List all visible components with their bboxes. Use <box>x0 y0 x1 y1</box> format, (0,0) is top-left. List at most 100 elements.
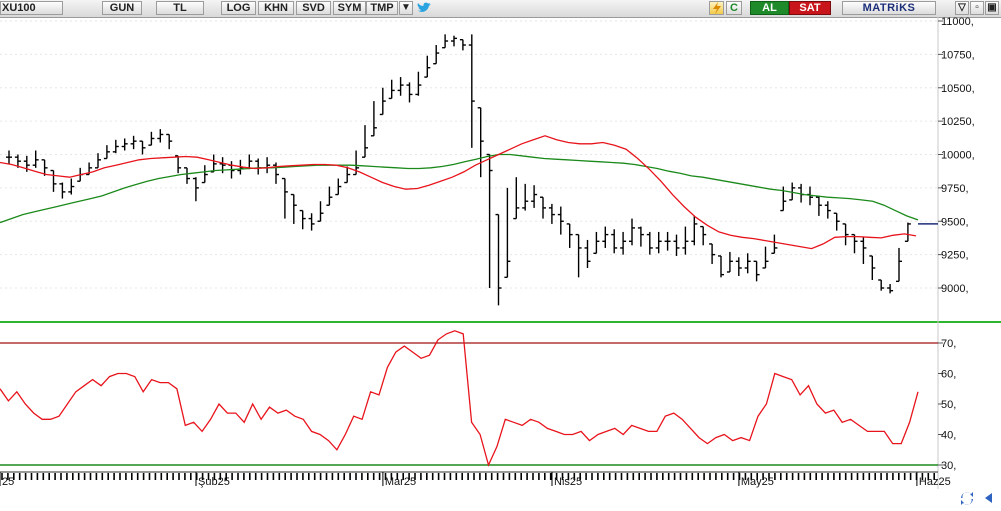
ohlc-bar <box>557 206 564 235</box>
ohlc-bar <box>611 229 618 254</box>
ohlc-bar <box>646 231 653 255</box>
ohlc-bar <box>904 222 911 242</box>
ohlc-bar <box>602 226 609 248</box>
x-tick-label: Şub25 <box>198 476 230 488</box>
x-tick-label: May25 <box>741 476 774 488</box>
ohlc-bar <box>842 223 849 246</box>
ohlc-bar <box>887 283 894 294</box>
ohlc-bar <box>281 177 288 219</box>
ohlc-bar <box>477 107 484 178</box>
ohlc-bar <box>148 131 155 146</box>
ohlc-bar <box>566 223 573 248</box>
ohlc-bar <box>326 186 333 206</box>
ohlc-bar <box>433 45 440 65</box>
ohlc-bar <box>370 101 377 137</box>
ohlc-bar <box>344 166 351 184</box>
price-tick-label: 10500, <box>941 83 975 95</box>
svd-button[interactable]: SVD <box>296 1 331 15</box>
chart-toolbar: XU100 GUN TL LOG KHN SVD SYM TMP ▼ C AL … <box>0 0 1001 18</box>
ohlc-bar <box>691 215 698 246</box>
ohlc-bar <box>896 247 902 283</box>
x-tick-label: Haz25 <box>919 476 951 488</box>
twitter-bird-icon[interactable] <box>415 1 433 15</box>
chart-bottom-bar <box>0 489 1001 507</box>
ohlc-bar <box>735 257 742 276</box>
ohlc-bar <box>531 185 538 208</box>
ohlc-bar <box>59 182 66 199</box>
scroll-left-icon[interactable] <box>980 491 998 505</box>
ohlc-bar <box>851 233 858 254</box>
sync-icon[interactable] <box>957 490 977 506</box>
maximize-icon[interactable]: ▣ <box>985 1 999 15</box>
ohlc-bar <box>504 187 511 279</box>
ohlc-bar <box>157 129 164 143</box>
price-tick-label: 10250, <box>941 116 975 128</box>
ma-fast-line <box>0 135 917 250</box>
ohlc-bar <box>744 253 751 274</box>
ohlc-bar <box>540 196 546 219</box>
minimize-icon[interactable]: ▫ <box>970 1 984 15</box>
ohlc-bar <box>486 153 493 288</box>
ohlc-bar <box>192 177 199 202</box>
filter-icon[interactable]: ▽ <box>955 1 969 15</box>
price-tick-label: 10000, <box>941 150 975 162</box>
ohlc-bar <box>362 125 368 158</box>
khn-button[interactable]: KHN <box>258 1 294 15</box>
sell-button[interactable]: SAT <box>789 1 831 15</box>
ohlc-bar <box>771 234 778 254</box>
ohlc-bar <box>415 71 422 96</box>
ohlc-bar <box>335 178 342 196</box>
ohlc-bar <box>789 182 796 201</box>
sym-button[interactable]: SYM <box>333 1 366 15</box>
ohlc-bar <box>112 139 119 154</box>
ohlc-bar <box>548 203 555 224</box>
ohlc-bar <box>103 145 110 160</box>
ohlc-bar <box>290 193 297 224</box>
ohlc-bar <box>95 153 101 169</box>
stock-chart[interactable]: 11000, 10750, 10500, 10250, 10000, 9750, 9500,… <box>0 17 1001 489</box>
ohlc-bar <box>709 243 716 264</box>
ohlc-bar <box>424 55 431 78</box>
log-button[interactable]: LOG <box>221 1 256 15</box>
c-refresh-icon[interactable]: C <box>726 1 742 15</box>
ohlc-bar <box>184 167 190 184</box>
ohlc-bar <box>833 212 840 231</box>
ma-slow-line <box>0 153 919 224</box>
lightning-icon[interactable] <box>709 1 724 15</box>
ohlc-bar <box>299 209 306 230</box>
ohlc-bar <box>824 201 831 219</box>
ohlc-bar <box>495 213 502 306</box>
ohlc-bar <box>513 177 520 220</box>
ohlc-bar <box>468 34 475 148</box>
buy-button[interactable]: AL <box>750 1 789 15</box>
ohlc-bar <box>726 251 733 273</box>
price-tick-label: 9000, <box>941 283 969 295</box>
ohlc-bar <box>201 165 208 184</box>
symbol-selector[interactable]: XU100 <box>0 1 63 15</box>
period-button[interactable]: GUN <box>102 1 142 15</box>
ohlc-bar <box>637 226 644 247</box>
price-tick-label: 9750, <box>941 183 969 195</box>
ohlc-bar <box>815 195 822 216</box>
price-tick-label: 11000, <box>941 17 974 28</box>
ohlc-bar <box>317 201 324 222</box>
rsi-tick-label: 70, <box>941 338 956 350</box>
ohlc-bar <box>50 169 57 192</box>
rsi-tick-label: 30, <box>941 460 956 472</box>
ohlc-bar <box>175 155 182 174</box>
tmp-button[interactable]: TMP <box>366 1 398 15</box>
ohlc-bar <box>762 246 769 269</box>
currency-button[interactable]: TL <box>156 1 204 15</box>
ohlc-bar <box>682 226 689 255</box>
ohlc-bar <box>620 231 627 255</box>
ohlc-bar <box>700 225 707 246</box>
ohlc-bar <box>860 237 867 264</box>
ohlc-bar <box>584 239 591 268</box>
rsi-line <box>0 330 919 467</box>
ohlc-bar <box>273 162 279 184</box>
ohlc-bar <box>629 218 635 246</box>
triangle-down-icon[interactable]: ▼ <box>399 1 413 15</box>
rsi-tick-label: 60, <box>941 369 956 381</box>
ohlc-bar <box>121 138 128 151</box>
ohlc-bar <box>718 255 724 278</box>
